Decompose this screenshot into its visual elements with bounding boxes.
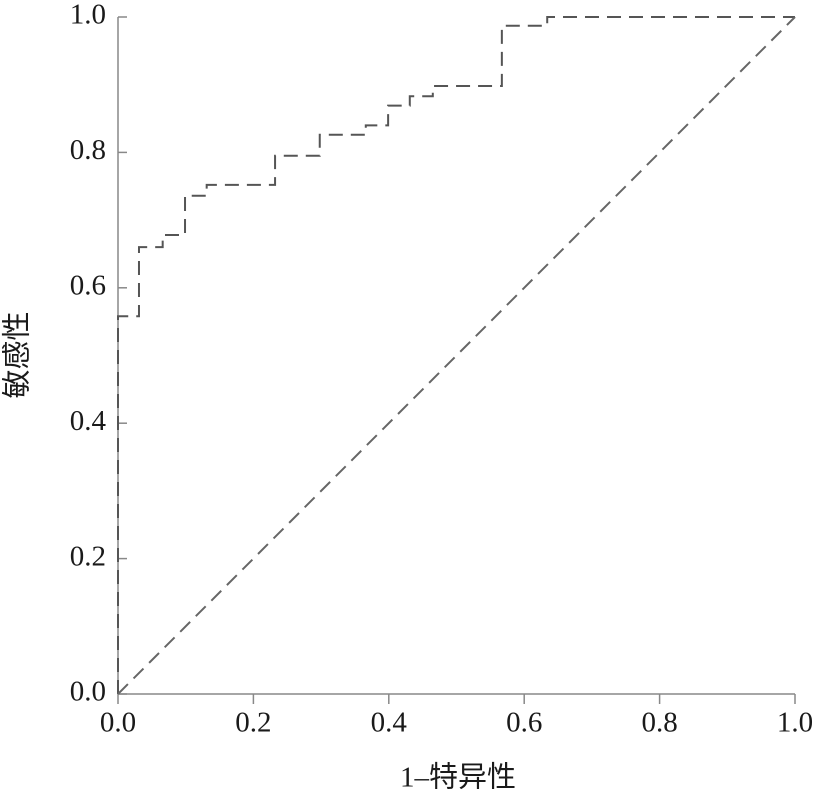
x-tick-label: 0.8: [641, 707, 677, 739]
y-tick-label: 0.0: [70, 676, 106, 708]
y-tick-label: 0.8: [70, 134, 106, 166]
roc-line: [117, 16, 795, 694]
y-axis-label: 敏感性: [1, 311, 34, 398]
x-tick-label: 0.2: [235, 707, 271, 739]
y-tick-label: 0.6: [70, 269, 106, 301]
y-tick-label: 0.4: [70, 405, 107, 437]
x-tick-label: 0.0: [100, 707, 136, 739]
x-tick-label: 1.0: [777, 707, 813, 739]
x-tick-label: 0.4: [371, 707, 408, 739]
x-axis-label: 1–特异性: [400, 761, 516, 794]
y-tick-label: 1.0: [70, 0, 106, 31]
x-tick-label: 0.6: [506, 707, 542, 739]
roc-line: [117, 16, 796, 695]
y-tick-label: 0.2: [70, 540, 106, 572]
